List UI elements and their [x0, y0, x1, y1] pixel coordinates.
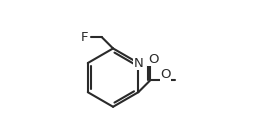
- Text: O: O: [160, 68, 171, 81]
- Text: F: F: [81, 31, 88, 44]
- Text: N: N: [133, 57, 143, 70]
- Text: O: O: [148, 53, 158, 66]
